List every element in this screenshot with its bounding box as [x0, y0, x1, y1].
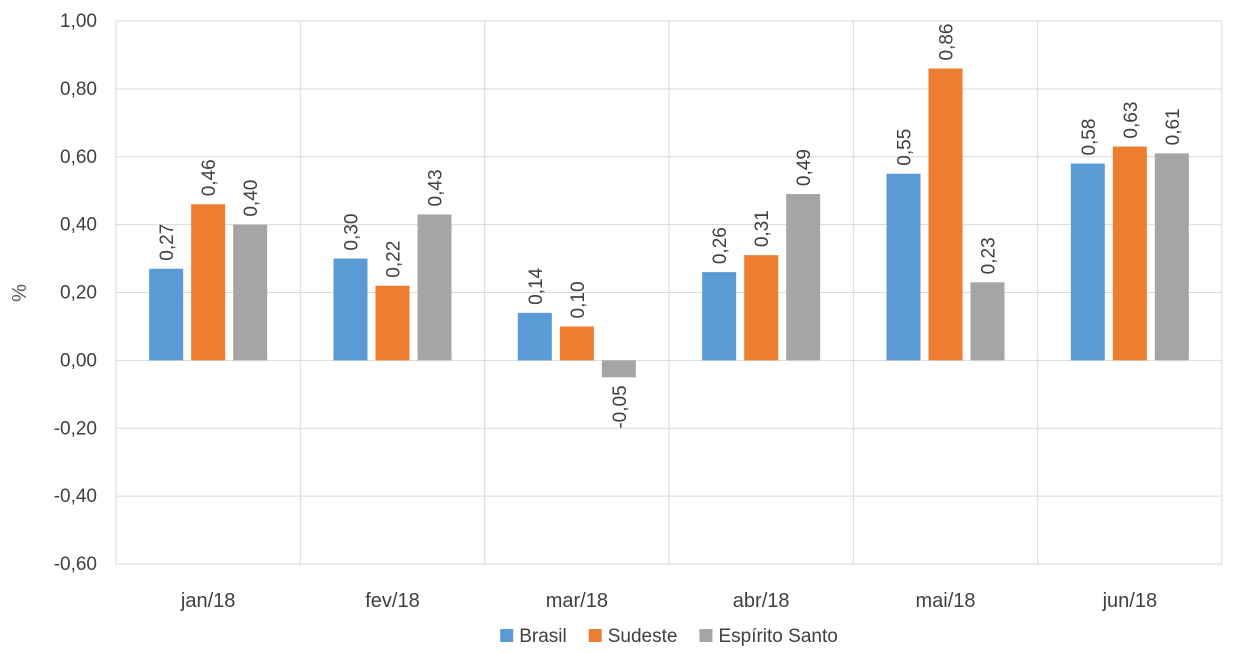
x-tick-label: jan/18 — [180, 590, 236, 612]
y-axis-ticks: 1,00 0,80 0,60 0,40 0,20 0,00 -0,20 -0,40 -0,60 — [54, 11, 97, 575]
y-axis-label: % — [9, 284, 31, 302]
data-label: 0,58 — [1079, 119, 1100, 156]
legend-label: Brasil — [519, 626, 567, 647]
data-label: -0,05 — [610, 385, 631, 428]
data-label: 0,30 — [342, 214, 363, 251]
y-tick-label: 0,60 — [60, 147, 97, 168]
y-tick-label: -0,40 — [54, 486, 97, 507]
y-tick-label: 0,80 — [60, 79, 97, 100]
bar-brasil — [886, 173, 921, 361]
y-tick-label: 0,20 — [60, 283, 97, 304]
bar-brasil — [702, 272, 737, 361]
legend-label: Espírito Santo — [718, 626, 837, 647]
bar-sudeste — [744, 255, 779, 361]
x-tick-label: jun/18 — [1102, 590, 1158, 612]
bar-brasil — [1070, 163, 1105, 361]
gridlines — [115, 20, 1223, 565]
x-axis-ticks: jan/18 fev/18 mar/18 abr/18 mai/18 jun/18 — [180, 590, 1157, 612]
y-tick-label: 0,40 — [60, 215, 97, 236]
bar-sudeste — [191, 204, 226, 361]
legend-swatch — [500, 629, 514, 642]
legend-swatch — [588, 629, 602, 642]
x-tick-label: abr/18 — [733, 590, 790, 612]
bar-espírito-santo — [1154, 153, 1189, 361]
data-label: 0,26 — [710, 227, 731, 264]
data-label: 0,10 — [568, 281, 589, 318]
y-tick-label: 0,00 — [60, 350, 97, 371]
x-tick-label: mar/18 — [546, 590, 608, 612]
x-tick-label: fev/18 — [365, 590, 419, 612]
data-labels: 0,27 0,46 0,40 0,30 0,22 0,43 0,14 0,10 -0,05 0,2… — [157, 24, 1184, 429]
y-tick-label: -0,60 — [54, 554, 97, 575]
x-tick-label: mai/18 — [915, 590, 975, 612]
data-label: 0,40 — [241, 180, 262, 217]
bar-sudeste — [1112, 146, 1147, 361]
bar-brasil — [149, 268, 184, 361]
data-label: 0,23 — [979, 237, 1000, 274]
data-label: 0,14 — [526, 267, 547, 304]
bar-brasil — [517, 312, 552, 361]
data-label: 0,43 — [426, 169, 447, 206]
bar-espírito-santo — [417, 214, 452, 361]
bars — [149, 68, 1189, 378]
y-tick-label: -0,20 — [54, 418, 97, 439]
data-label: 0,27 — [157, 224, 178, 261]
bar-brasil — [333, 258, 368, 361]
bar-espírito-santo — [601, 360, 636, 378]
data-label: 0,46 — [199, 159, 220, 196]
legend-swatch — [699, 629, 713, 642]
bar-sudeste — [928, 68, 963, 361]
y-tick-label: 1,00 — [60, 11, 97, 32]
data-label: 0,86 — [937, 24, 958, 61]
data-label: 0,63 — [1121, 102, 1142, 139]
bar-sudeste — [559, 326, 594, 361]
bar-espírito-santo — [970, 282, 1005, 361]
bar-sudeste — [375, 285, 410, 361]
bar-espírito-santo — [233, 224, 268, 361]
data-label: 0,31 — [752, 210, 773, 247]
data-label: 0,22 — [384, 241, 405, 278]
legend-label: Sudeste — [608, 626, 678, 647]
legend: Brasil Sudeste Espírito Santo — [500, 626, 838, 647]
data-label: 0,61 — [1163, 108, 1184, 145]
bar-espírito-santo — [786, 194, 821, 361]
data-label: 0,49 — [794, 149, 815, 186]
data-label: 0,55 — [895, 129, 916, 166]
